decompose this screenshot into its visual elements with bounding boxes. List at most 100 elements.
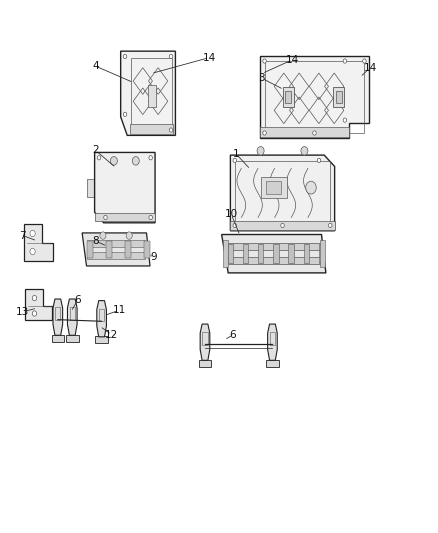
Polygon shape [260,56,369,139]
Bar [230,221,335,230]
Text: 9: 9 [151,252,158,262]
Polygon shape [53,299,63,335]
Bar [283,87,293,107]
Bar [228,244,320,251]
Circle shape [32,311,37,316]
Circle shape [124,54,127,59]
Text: 3: 3 [258,74,265,83]
Circle shape [100,232,106,239]
Circle shape [149,215,152,220]
Polygon shape [67,299,77,335]
Polygon shape [200,324,210,360]
Bar [261,177,287,198]
Text: 6: 6 [230,330,237,340]
Text: 13: 13 [16,307,29,317]
Bar [87,240,145,247]
Text: 7: 7 [19,231,26,240]
Bar [228,244,233,263]
Circle shape [281,223,284,228]
Circle shape [306,181,316,194]
Circle shape [97,156,101,160]
Bar [199,360,211,367]
Circle shape [169,128,173,132]
Polygon shape [82,233,150,266]
Circle shape [126,232,132,239]
Text: 10: 10 [225,209,238,219]
Circle shape [301,147,308,155]
Bar [95,213,155,221]
Bar [95,336,108,343]
Bar [223,240,228,267]
Circle shape [257,147,264,155]
Text: 14: 14 [364,63,377,72]
Bar [270,332,275,345]
Polygon shape [25,289,52,320]
Circle shape [110,157,117,165]
Circle shape [233,158,237,163]
Bar [130,124,173,134]
Bar [202,332,208,345]
Polygon shape [222,235,326,273]
Bar [285,91,291,103]
Bar [52,335,64,342]
Text: 4: 4 [92,61,99,71]
Circle shape [363,59,366,63]
Circle shape [317,158,321,163]
Bar [55,307,60,320]
Circle shape [263,131,266,135]
Bar [243,244,248,263]
Text: 14: 14 [286,55,299,64]
Bar [106,241,112,257]
Bar [260,127,349,137]
Text: 12: 12 [105,330,118,340]
Bar [87,179,95,197]
Text: 11: 11 [113,305,126,315]
Bar [87,252,145,259]
Text: 1: 1 [232,149,239,158]
Polygon shape [24,224,53,261]
Bar [70,307,75,320]
Bar [131,58,173,129]
Circle shape [169,54,173,59]
Circle shape [263,59,266,63]
Text: 2: 2 [92,146,99,155]
Bar [289,244,294,263]
Polygon shape [230,155,335,231]
Bar [319,244,324,263]
Bar [144,241,149,257]
Bar [228,257,320,264]
Circle shape [233,223,237,228]
Circle shape [30,230,35,237]
Bar [266,360,279,367]
Bar [273,244,279,263]
Bar [99,309,104,321]
Bar [320,240,325,267]
Circle shape [32,295,37,301]
Bar [265,61,364,133]
Bar [125,241,131,257]
Circle shape [124,112,127,117]
Bar [87,241,92,257]
Bar [258,244,263,263]
Bar [304,244,309,263]
Bar [66,335,78,342]
Bar [333,87,344,107]
Bar [148,85,156,107]
Circle shape [328,223,332,228]
Text: 14: 14 [203,53,216,62]
Text: 8: 8 [92,236,99,246]
Circle shape [30,248,35,255]
Polygon shape [95,152,155,223]
Circle shape [149,156,152,160]
Circle shape [132,157,139,165]
Circle shape [343,118,346,122]
Circle shape [104,215,107,220]
Polygon shape [121,51,175,135]
Bar [336,91,342,103]
Circle shape [313,131,316,135]
Text: 6: 6 [74,295,81,304]
Polygon shape [97,301,106,337]
Polygon shape [268,324,277,360]
Circle shape [343,59,346,63]
Bar [266,181,282,194]
